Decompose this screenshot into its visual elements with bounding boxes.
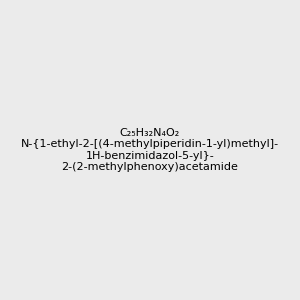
Text: C₂₅H₃₂N₄O₂
N-{1-ethyl-2-[(4-methylpiperidin-1-yl)methyl]-
1H-benzimidazol-5-yl}-: C₂₅H₃₂N₄O₂ N-{1-ethyl-2-[(4-methylpiperi… [21,128,279,172]
